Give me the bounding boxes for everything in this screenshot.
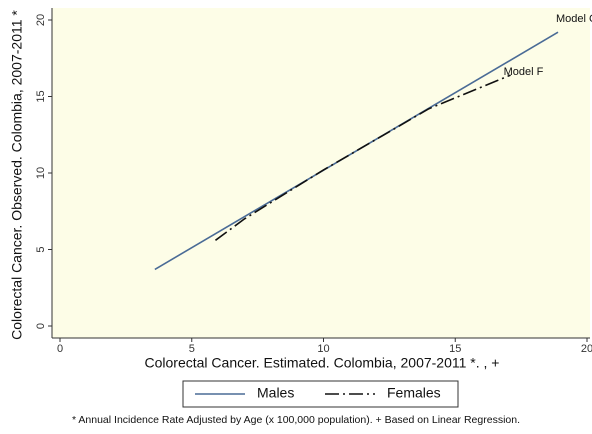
y-tick-label: 0	[35, 323, 47, 329]
y-tick-label: 15	[35, 90, 47, 102]
line-end-label: Model C	[556, 13, 592, 25]
x-tick-label: 15	[449, 343, 461, 355]
x-tick-label: 10	[317, 343, 329, 355]
legend-label: Females	[387, 385, 441, 401]
x-tick-label: 20	[581, 343, 592, 355]
series-line	[214, 74, 511, 241]
plot-area	[52, 8, 590, 338]
x-axis-title: Colorectal Cancer. Estimated. Colombia, …	[145, 355, 500, 371]
footnote: * Annual Incidence Rate Adjusted by Age …	[72, 414, 520, 426]
y-tick-label: 20	[35, 14, 47, 26]
series-line	[154, 31, 559, 271]
y-tick-label: 5	[35, 246, 47, 252]
legend-label: Males	[257, 385, 294, 401]
line-end-label: Model F	[504, 66, 544, 78]
y-axis-title: Colorectal Cancer. Observed. Colombia, 2…	[9, 10, 25, 340]
x-tick-label: 0	[57, 343, 63, 355]
y-tick-label: 10	[35, 167, 47, 179]
x-tick-label: 5	[189, 343, 195, 355]
